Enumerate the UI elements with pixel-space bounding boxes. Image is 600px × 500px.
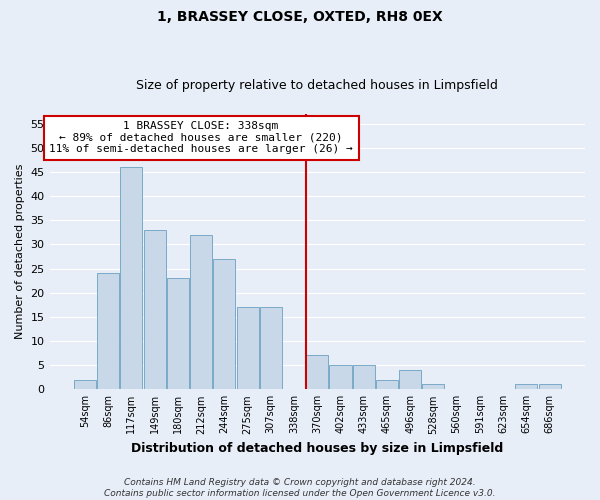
Text: 1 BRASSEY CLOSE: 338sqm
← 89% of detached houses are smaller (220)
11% of semi-d: 1 BRASSEY CLOSE: 338sqm ← 89% of detache… bbox=[49, 121, 353, 154]
Bar bbox=[236, 307, 259, 390]
Text: Contains HM Land Registry data © Crown copyright and database right 2024.
Contai: Contains HM Land Registry data © Crown c… bbox=[104, 478, 496, 498]
Title: Size of property relative to detached houses in Limpsfield: Size of property relative to detached ho… bbox=[136, 79, 498, 92]
Bar bbox=[260, 307, 282, 390]
Y-axis label: Number of detached properties: Number of detached properties bbox=[15, 164, 25, 340]
Bar bbox=[422, 384, 445, 390]
Bar bbox=[213, 259, 235, 390]
Bar bbox=[97, 274, 119, 390]
Bar bbox=[399, 370, 421, 390]
Bar bbox=[353, 365, 375, 390]
Bar bbox=[167, 278, 189, 390]
Bar bbox=[121, 167, 142, 390]
Bar bbox=[74, 380, 96, 390]
Bar bbox=[515, 384, 538, 390]
Text: 1, BRASSEY CLOSE, OXTED, RH8 0EX: 1, BRASSEY CLOSE, OXTED, RH8 0EX bbox=[157, 10, 443, 24]
Bar bbox=[190, 234, 212, 390]
Bar bbox=[539, 384, 560, 390]
Bar bbox=[306, 356, 328, 390]
Bar bbox=[376, 380, 398, 390]
X-axis label: Distribution of detached houses by size in Limpsfield: Distribution of detached houses by size … bbox=[131, 442, 503, 455]
Bar bbox=[143, 230, 166, 390]
Bar bbox=[329, 365, 352, 390]
